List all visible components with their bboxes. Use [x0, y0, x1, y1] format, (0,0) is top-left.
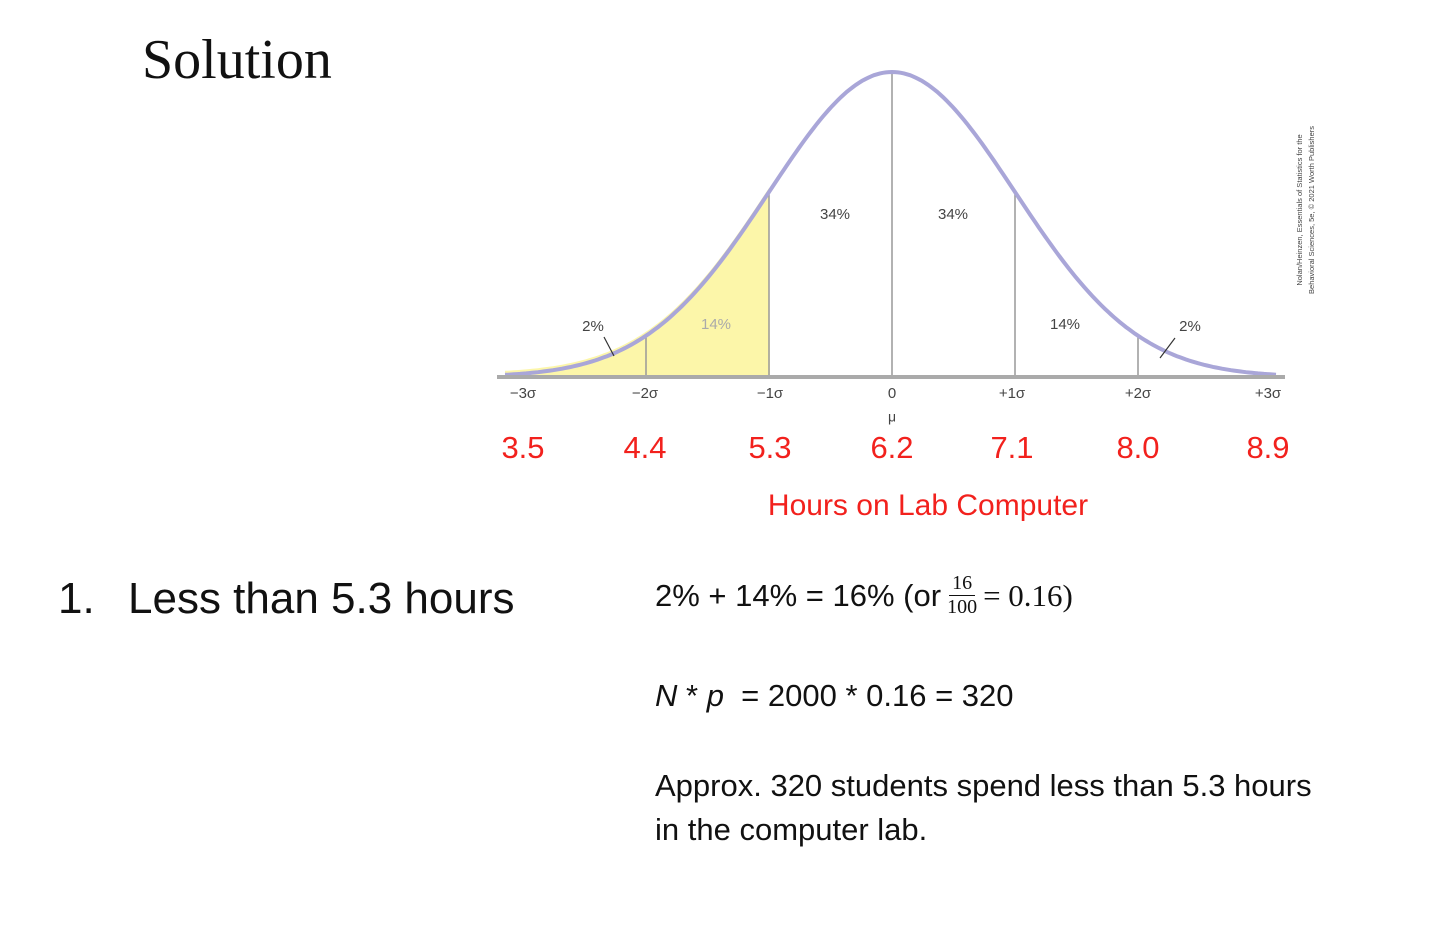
equation-right: = 0.16) — [983, 577, 1073, 613]
sigma-label: −2σ — [632, 385, 659, 402]
equation-left: 2% + 14% = 16% (or — [655, 577, 942, 613]
fraction: 16 100 — [947, 572, 977, 619]
formula-p: p — [706, 678, 724, 713]
hour-label: 6.2 — [870, 430, 913, 465]
pointer — [603, 336, 615, 357]
hour-label: 8.9 — [1246, 430, 1289, 465]
numerator: 16 — [949, 572, 976, 596]
formula-rest: = 2000 * 0.16 = 320 — [723, 678, 1014, 713]
formula-n: N — [655, 678, 678, 713]
equation: 2% + 14% = 16% (or 16 100 = 0.16) — [655, 572, 1073, 619]
region-label: 14% — [1050, 316, 1080, 333]
credit: Nolan/Heinzen, Essentials of Statistics … — [1295, 134, 1304, 285]
region-label: 34% — [820, 206, 850, 223]
shaded-region — [505, 188, 770, 377]
sigma-label: −1σ — [757, 385, 784, 402]
credit: Behavioral Sciences, 5e, © 2021 Worth Pu… — [1307, 126, 1316, 294]
axis-title: Hours on Lab Computer — [768, 489, 1088, 522]
mean-label: μ — [888, 409, 896, 425]
formula: N * p = 2000 * 0.16 = 320 — [655, 678, 1014, 714]
slide-title: Solution — [142, 29, 332, 91]
sigma-label: +3σ — [1255, 385, 1282, 402]
region-label: 2% — [582, 318, 604, 335]
pointer — [1159, 337, 1176, 359]
hour-label: 7.1 — [990, 430, 1033, 465]
sigma-lines — [645, 72, 1139, 377]
question: 1. Less than 5.3 hours — [58, 574, 514, 624]
sigma-label: +2σ — [1125, 385, 1152, 402]
sigma-label: 0 — [888, 385, 896, 402]
region-label: 34% — [938, 206, 968, 223]
conclusion: Approx. 320 students spend less than 5.3… — [655, 768, 1312, 847]
normal-curve-diagram: 2% 14% 34% 34% 14% 2% −3σ −2σ −1σ 0 +1σ +2σ +3… — [497, 69, 1316, 522]
region-label: 14% — [701, 316, 731, 333]
question-text: Less than 5.3 hours — [128, 574, 515, 623]
sigma-label: +1σ — [999, 385, 1026, 402]
formula-times: * — [677, 678, 707, 713]
hour-label: 8.0 — [1116, 430, 1159, 465]
normal-curve — [504, 69, 1277, 377]
hour-label: 5.3 — [748, 430, 791, 465]
question-number: 1. — [58, 574, 95, 623]
sigma-label: −3σ — [510, 385, 537, 402]
hour-label: 4.4 — [623, 430, 666, 465]
denominator: 100 — [947, 596, 978, 618]
hour-label: 3.5 — [501, 430, 544, 465]
region-label: 2% — [1179, 318, 1201, 335]
